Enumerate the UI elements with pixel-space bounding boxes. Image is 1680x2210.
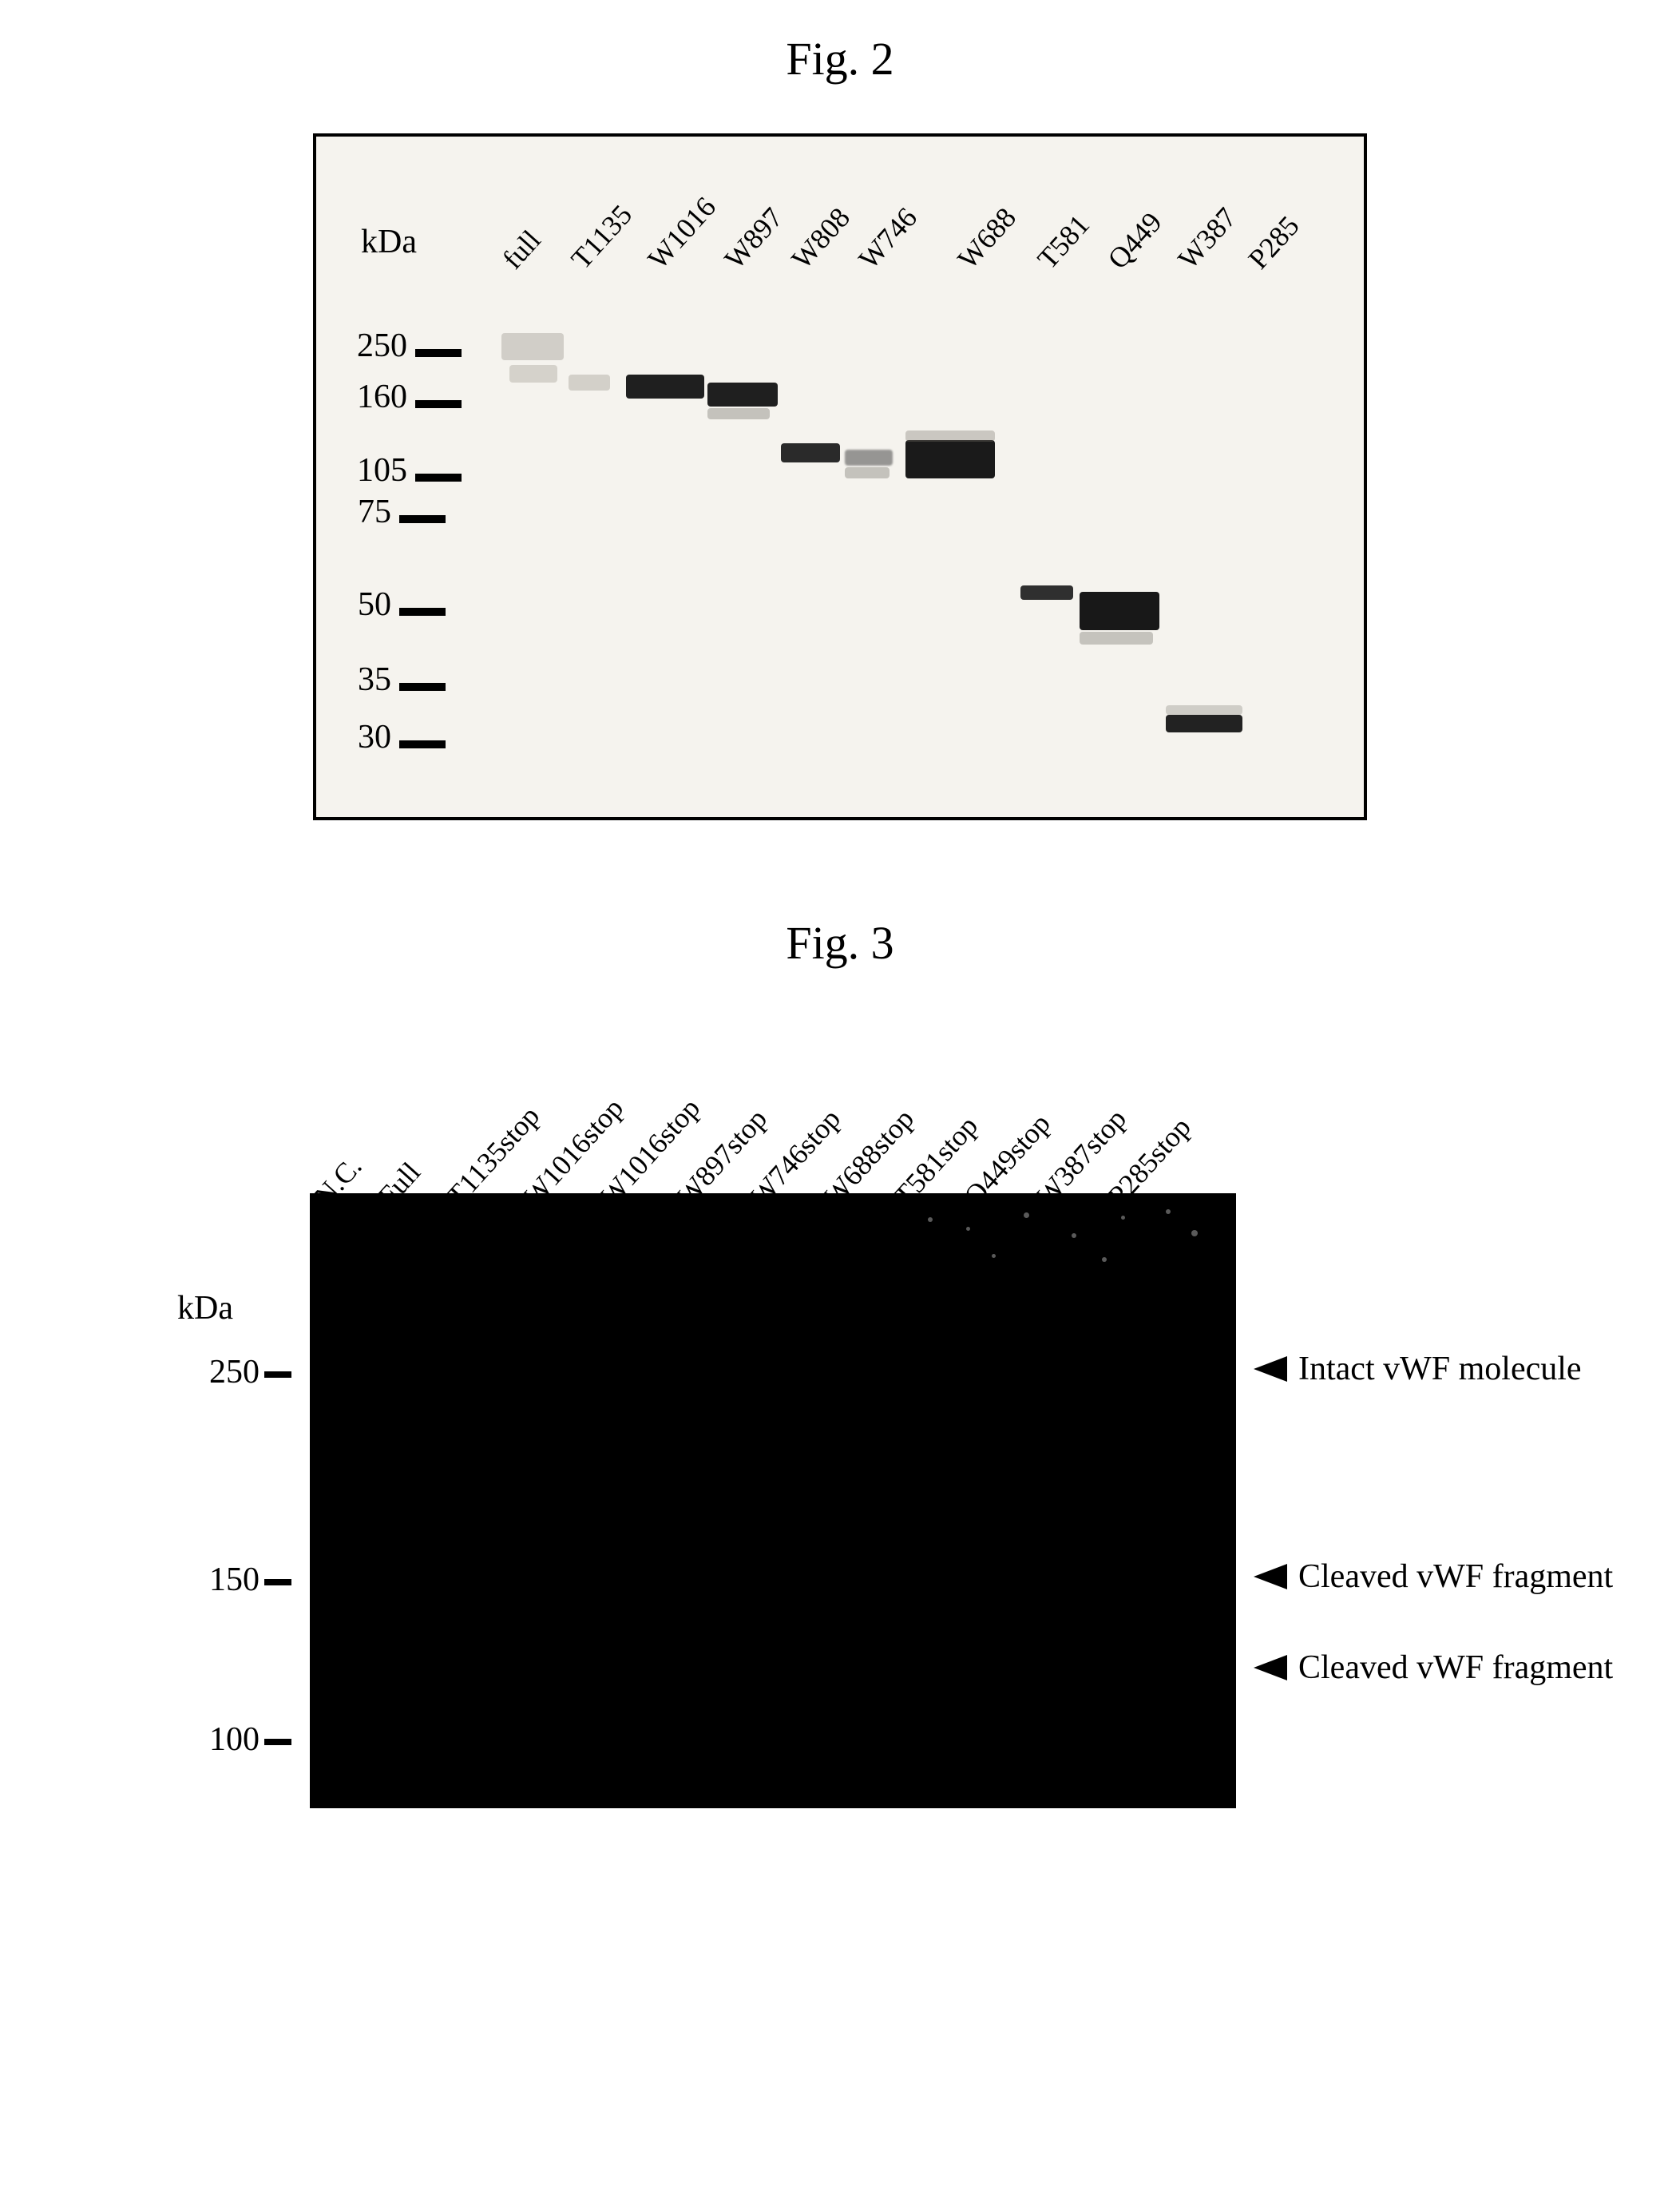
- mw-value: 50: [345, 585, 391, 624]
- figure-2-lane-label: W688: [951, 201, 1023, 276]
- arrow-left-icon: [1254, 1564, 1287, 1589]
- figure-2-mw-marker: 30: [345, 718, 446, 740]
- figure-3-annotation: Cleaved vWF fragment: [1254, 1649, 1613, 1687]
- figure-2: Fig. 2 kDa fullT1135W1016W897W808W746W68…: [0, 32, 1680, 820]
- mw-tick: [415, 474, 462, 482]
- annotation-text: Cleaved vWF fragment: [1298, 1557, 1613, 1596]
- gel-band: [1080, 592, 1159, 630]
- figure-2-lane-label: Q449: [1101, 205, 1169, 276]
- mw-value: 35: [345, 661, 391, 699]
- figure-2-lane-label: T1135: [565, 198, 639, 276]
- gel-noise-dot: [1166, 1209, 1171, 1214]
- gel-band: [509, 365, 557, 383]
- mw-tick: [399, 740, 446, 748]
- gel-noise-dot: [1024, 1212, 1029, 1218]
- mw-value: 250: [345, 327, 407, 365]
- mw-tick: [399, 515, 446, 523]
- figure-2-lane-label: W387: [1171, 201, 1243, 276]
- mw-value: 250: [209, 1354, 260, 1391]
- mw-tick: [399, 683, 446, 691]
- figure-3-title: Fig. 3: [0, 916, 1680, 970]
- gel-band: [1166, 705, 1242, 715]
- figure-3-kda-label: kDa: [177, 1289, 233, 1327]
- mw-value: 100: [209, 1721, 260, 1758]
- mw-tick: [399, 608, 446, 616]
- annotation-text: Cleaved vWF fragment: [1298, 1649, 1613, 1687]
- gel-band: [1020, 585, 1073, 600]
- gel-band: [905, 440, 995, 478]
- mw-tick: [264, 1371, 291, 1378]
- gel-band: [905, 430, 995, 442]
- mw-tick: [415, 349, 462, 357]
- figure-3-mw-marker: 100: [209, 1720, 291, 1759]
- mw-value: 105: [345, 451, 407, 490]
- gel-band: [501, 333, 564, 360]
- gel-band: [781, 443, 840, 462]
- figure-2-mw-marker: 105: [345, 451, 462, 474]
- gel-band: [626, 375, 704, 399]
- gel-band: [707, 383, 778, 407]
- figure-2-mw-marker: 160: [345, 378, 462, 400]
- figure-2-mw-marker: 75: [345, 493, 446, 515]
- gel-noise-dot: [1102, 1257, 1107, 1262]
- gel-noise-dot: [1072, 1233, 1076, 1238]
- gel-band: [845, 450, 893, 466]
- arrow-left-icon: [1254, 1356, 1287, 1382]
- gel-band: [707, 408, 770, 419]
- gel-noise-dot: [992, 1254, 996, 1258]
- figure-2-lane-label: W897: [718, 201, 790, 276]
- gel-noise-dot: [966, 1227, 970, 1231]
- figure-3-mw-marker: 150: [209, 1561, 291, 1599]
- figure-2-mw-marker: 35: [345, 661, 446, 683]
- arrow-left-icon: [1254, 1655, 1287, 1680]
- figure-2-lane-labels: full T1135W1016W897W808W746 W688T581Q449W3…: [313, 148, 1367, 276]
- mw-value: 75: [345, 493, 391, 531]
- figure-2-lane-label: T581: [1031, 208, 1096, 276]
- gel-band: [845, 467, 890, 478]
- figure-2-mw-marker: 50: [345, 585, 446, 608]
- annotation-text: Intact vWF molecule: [1298, 1350, 1582, 1388]
- figure-3-lane-labels: N.C.FullT1135stopW1016stopW1016stopW897s…: [113, 1018, 1567, 1177]
- gel-noise-dot: [928, 1217, 933, 1222]
- gel-band: [1166, 715, 1242, 732]
- figure-2-mw-marker: 250: [345, 327, 462, 349]
- figure-2-panel: kDa fullT1135W1016W897W808W746W688T581Q4…: [313, 133, 1367, 820]
- gel-band: [569, 375, 610, 391]
- mw-value: 30: [345, 718, 391, 756]
- figure-2-lane-label: W808: [785, 201, 857, 276]
- figure-3: Fig. 3 N.C.FullT1135stopW1016stopW1016st…: [0, 916, 1680, 1832]
- figure-3-mw-marker: 250: [209, 1353, 291, 1391]
- gel-noise-dot: [1191, 1230, 1198, 1236]
- figure-3-annotation: Cleaved vWF fragment: [1254, 1557, 1613, 1596]
- figure-3-annotation: Intact vWF molecule: [1254, 1350, 1582, 1388]
- figure-2-lane-label: W746: [852, 201, 924, 276]
- figure-3-gel-image: [310, 1193, 1236, 1808]
- figure-2-lane-label: P285: [1242, 209, 1306, 276]
- figure-2-title: Fig. 2: [0, 32, 1680, 85]
- figure-2-lane-label: full: [496, 224, 548, 276]
- figure-3-panel: N.C.FullT1135stopW1016stopW1016stopW897s…: [113, 1018, 1567, 1832]
- gel-noise-dot: [1121, 1216, 1125, 1220]
- mw-value: 160: [345, 378, 407, 416]
- gel-band: [1080, 632, 1153, 645]
- mw-tick: [415, 400, 462, 408]
- mw-tick: [264, 1579, 291, 1585]
- mw-tick: [264, 1739, 291, 1745]
- figure-2-lane-label: W1016: [641, 190, 723, 276]
- mw-value: 150: [209, 1561, 260, 1598]
